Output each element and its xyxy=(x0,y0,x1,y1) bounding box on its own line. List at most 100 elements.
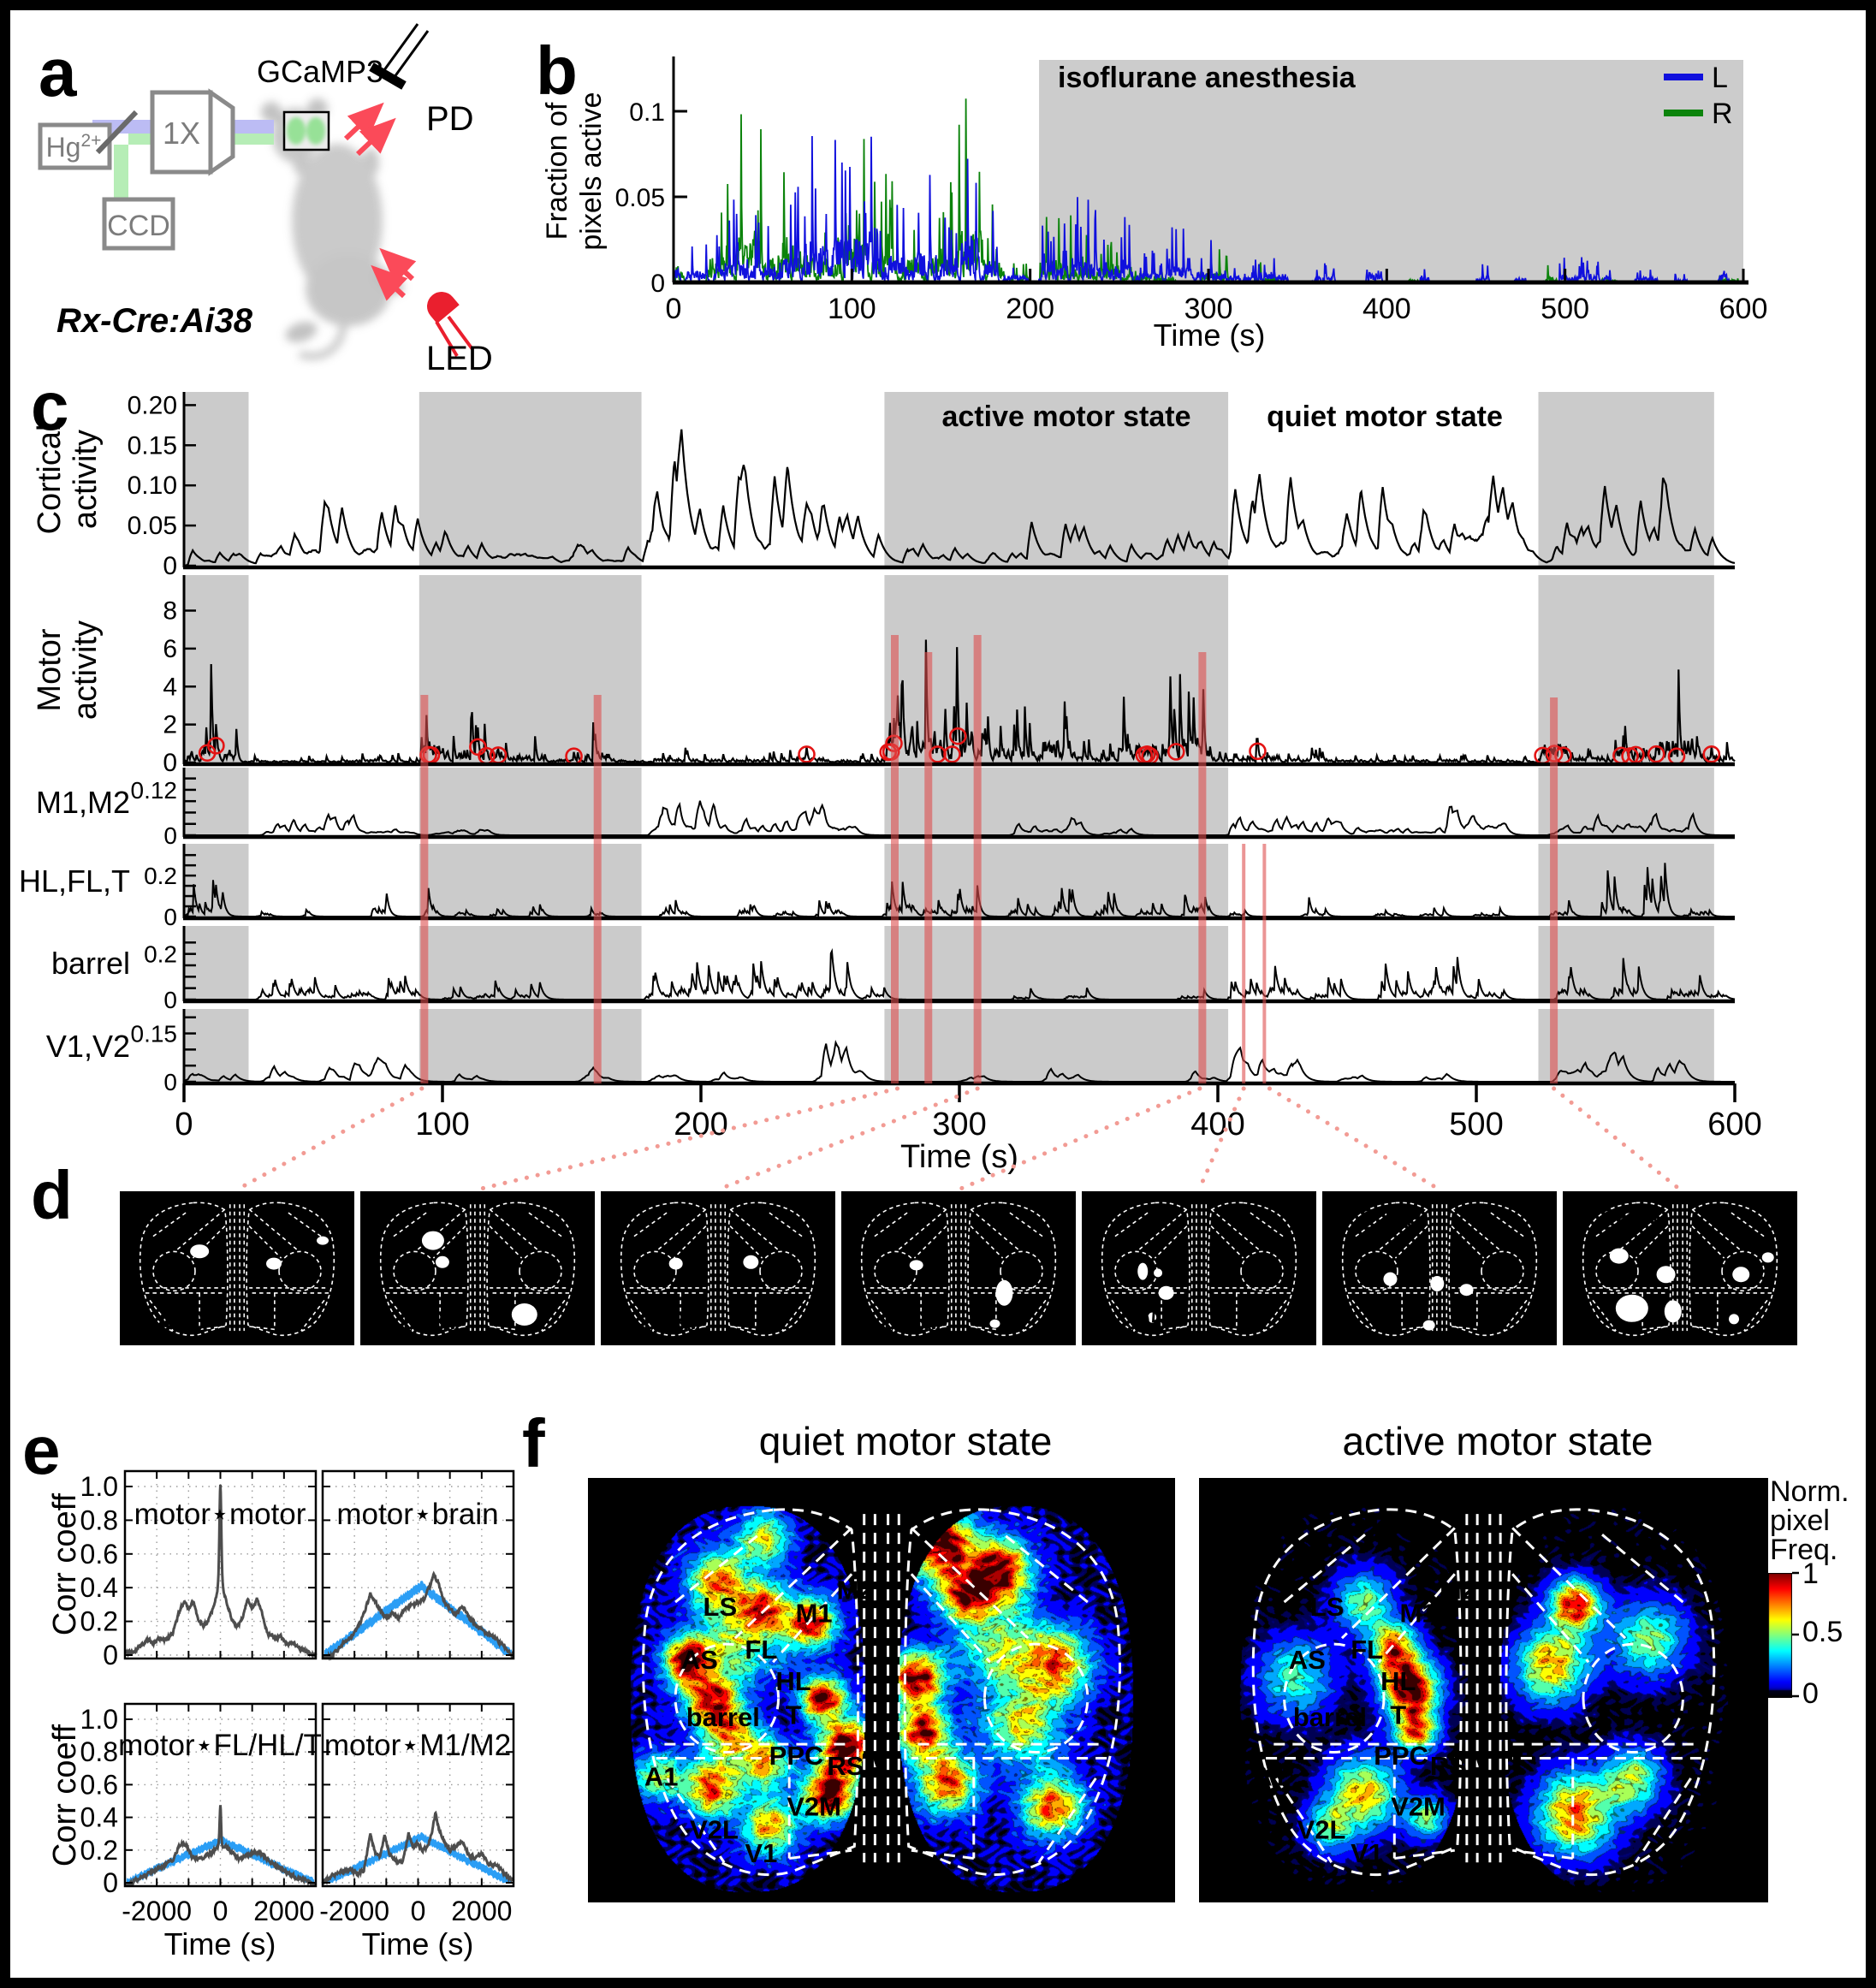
c-event-bar xyxy=(1262,844,1267,1083)
c-active-state-label: active motor state xyxy=(942,401,1191,433)
brain-region-line xyxy=(1275,1777,1333,1864)
c-shade-row2 xyxy=(419,768,642,837)
objective-tip xyxy=(208,88,235,176)
mercury-lamp-label: Hg2+ xyxy=(46,131,102,163)
c-ytick-label: 8 xyxy=(163,597,177,626)
brain-region-line xyxy=(657,1208,707,1250)
region-label-A1: A1 xyxy=(644,1762,679,1792)
frame-connector xyxy=(1267,1086,1442,1192)
c-ytick-label: 0 xyxy=(163,822,177,849)
active-pixel-blob xyxy=(743,1255,759,1269)
colorbar-tick-05: 0.5 xyxy=(1802,1616,1843,1648)
region-label-A1: A1 xyxy=(1253,1762,1287,1792)
motor-event-circle xyxy=(1702,745,1721,763)
panel-f-maps: f quiet motor state active motor state L… xyxy=(522,1405,1849,1877)
panel-d-frames: d fr 460 fr 1380 fr 1536 fr 1966 fr 2051… xyxy=(31,1086,1797,1345)
barrel-field-outline xyxy=(152,1250,196,1292)
brain-region-line xyxy=(1635,1777,1692,1864)
brain-outline-mirrored xyxy=(720,1202,816,1337)
c-trace-row1 xyxy=(183,639,1736,764)
c-ytick-label: 6 xyxy=(163,635,177,663)
b-xtick-label: 300 xyxy=(1184,293,1233,325)
active-pixel-blob xyxy=(1383,1272,1398,1286)
region-label-M1: M1 xyxy=(1399,1599,1436,1629)
region-label-RSA: RSA xyxy=(827,1751,882,1781)
barrel-field-outline xyxy=(633,1250,677,1292)
brain-region-line xyxy=(1000,1530,1089,1604)
brain-region-line xyxy=(1379,1208,1428,1250)
active-pixel-blob xyxy=(435,1255,449,1268)
region-label-RSA: RSA xyxy=(1430,1751,1486,1781)
e-title-motor-brain: motor⋆brain xyxy=(336,1498,498,1531)
gcamp3-label: GCaMP3 xyxy=(257,54,383,89)
barrel-field-outline xyxy=(983,1642,1089,1754)
brain-outline-mirrored xyxy=(1441,1202,1538,1337)
frame-label-4: fr 2051 xyxy=(1094,1306,1182,1338)
mouse-line-label: Rx-Cre:Ai38 xyxy=(56,302,253,340)
c-shade-row3 xyxy=(419,844,642,918)
motor-event-circle xyxy=(798,745,816,763)
c-event-bar xyxy=(891,635,899,1083)
e-ytick-label: 0 xyxy=(103,1640,118,1671)
region-label-FL: FL xyxy=(745,1635,777,1665)
region-label-HL: HL xyxy=(1380,1666,1416,1696)
frame-label-5: fr 2098 xyxy=(1334,1203,1422,1235)
e-blue-band xyxy=(324,1831,513,1883)
brain-outline-path xyxy=(903,1508,1121,1877)
brain-region-line xyxy=(789,1849,852,1860)
panel-e-letter: e xyxy=(22,1412,61,1488)
e-xtick-label: 0 xyxy=(213,1896,229,1926)
c-row0-label-line2: activity xyxy=(68,430,104,529)
brain-region-line xyxy=(1512,1849,1573,1860)
barrel-field-outline xyxy=(1721,1250,1765,1292)
region-label-V2M: V2M xyxy=(787,1791,841,1821)
region-label-FL: FL xyxy=(1351,1635,1383,1665)
e-ytick-label: 0 xyxy=(103,1867,118,1898)
b-ytick-label: 0.1 xyxy=(629,98,665,127)
c-xtick-label: 600 xyxy=(1707,1107,1761,1142)
brain-outline-mirrored xyxy=(887,1508,1121,1877)
e-xtick-label: 2000 xyxy=(253,1896,314,1926)
barrel-field-outline xyxy=(393,1250,436,1292)
brain-outline xyxy=(1341,1202,1538,1337)
region-label-V1: V1 xyxy=(1351,1838,1383,1868)
brain-outline-mirrored xyxy=(1201,1202,1297,1337)
c-event-bar xyxy=(1550,697,1558,1083)
brain-outline-path xyxy=(1505,1508,1716,1877)
brain-region-line xyxy=(1111,1299,1136,1332)
brain-region-line xyxy=(1394,1225,1428,1259)
barrel-field-outline xyxy=(1000,1250,1043,1292)
brain-region-line xyxy=(911,1849,974,1860)
brain-region-line xyxy=(1022,1299,1047,1332)
e-ytick-label: 0.6 xyxy=(80,1769,118,1800)
e-ytick-label: 0.2 xyxy=(80,1835,118,1866)
brain-region-line xyxy=(870,1299,895,1332)
brain-region-line xyxy=(1691,1208,1741,1250)
frame-connector xyxy=(715,1086,980,1192)
d-dynamic xyxy=(120,1086,1797,1345)
brain-region-line xyxy=(1619,1208,1669,1250)
c-shade-row0 xyxy=(184,392,249,567)
b-anesthesia-title: isoflurane anesthesia xyxy=(1058,62,1357,94)
region-label-V2L: V2L xyxy=(1297,1815,1346,1845)
brain-region-line xyxy=(673,1225,707,1259)
e-ytick-label: 0.8 xyxy=(80,1504,118,1535)
active-pixel-blob xyxy=(1732,1267,1750,1283)
frame-connector xyxy=(475,1086,900,1192)
e-xtick-label: -2000 xyxy=(122,1896,192,1926)
mercury-lamp-box xyxy=(38,122,112,170)
brain-outline-path xyxy=(1251,1508,1463,1877)
c-ytick-label: 0 xyxy=(163,749,177,777)
frame-bg xyxy=(601,1191,835,1345)
c-shade-row3 xyxy=(1538,844,1714,918)
colorbar-title-line2: pixel xyxy=(1770,1504,1830,1537)
mouse-silhouette xyxy=(261,98,404,360)
e-gray-trace xyxy=(123,1484,318,1659)
e-xlabel-left: Time (s) xyxy=(164,1926,276,1961)
brain-region-line xyxy=(1210,1225,1244,1259)
e-ytick-label: 0.8 xyxy=(80,1736,118,1767)
brain-outline xyxy=(620,1202,816,1337)
c-shade-row1 xyxy=(419,575,642,764)
c-trace-row0 xyxy=(184,429,1736,567)
c-xlabel: Time (s) xyxy=(900,1139,1018,1175)
